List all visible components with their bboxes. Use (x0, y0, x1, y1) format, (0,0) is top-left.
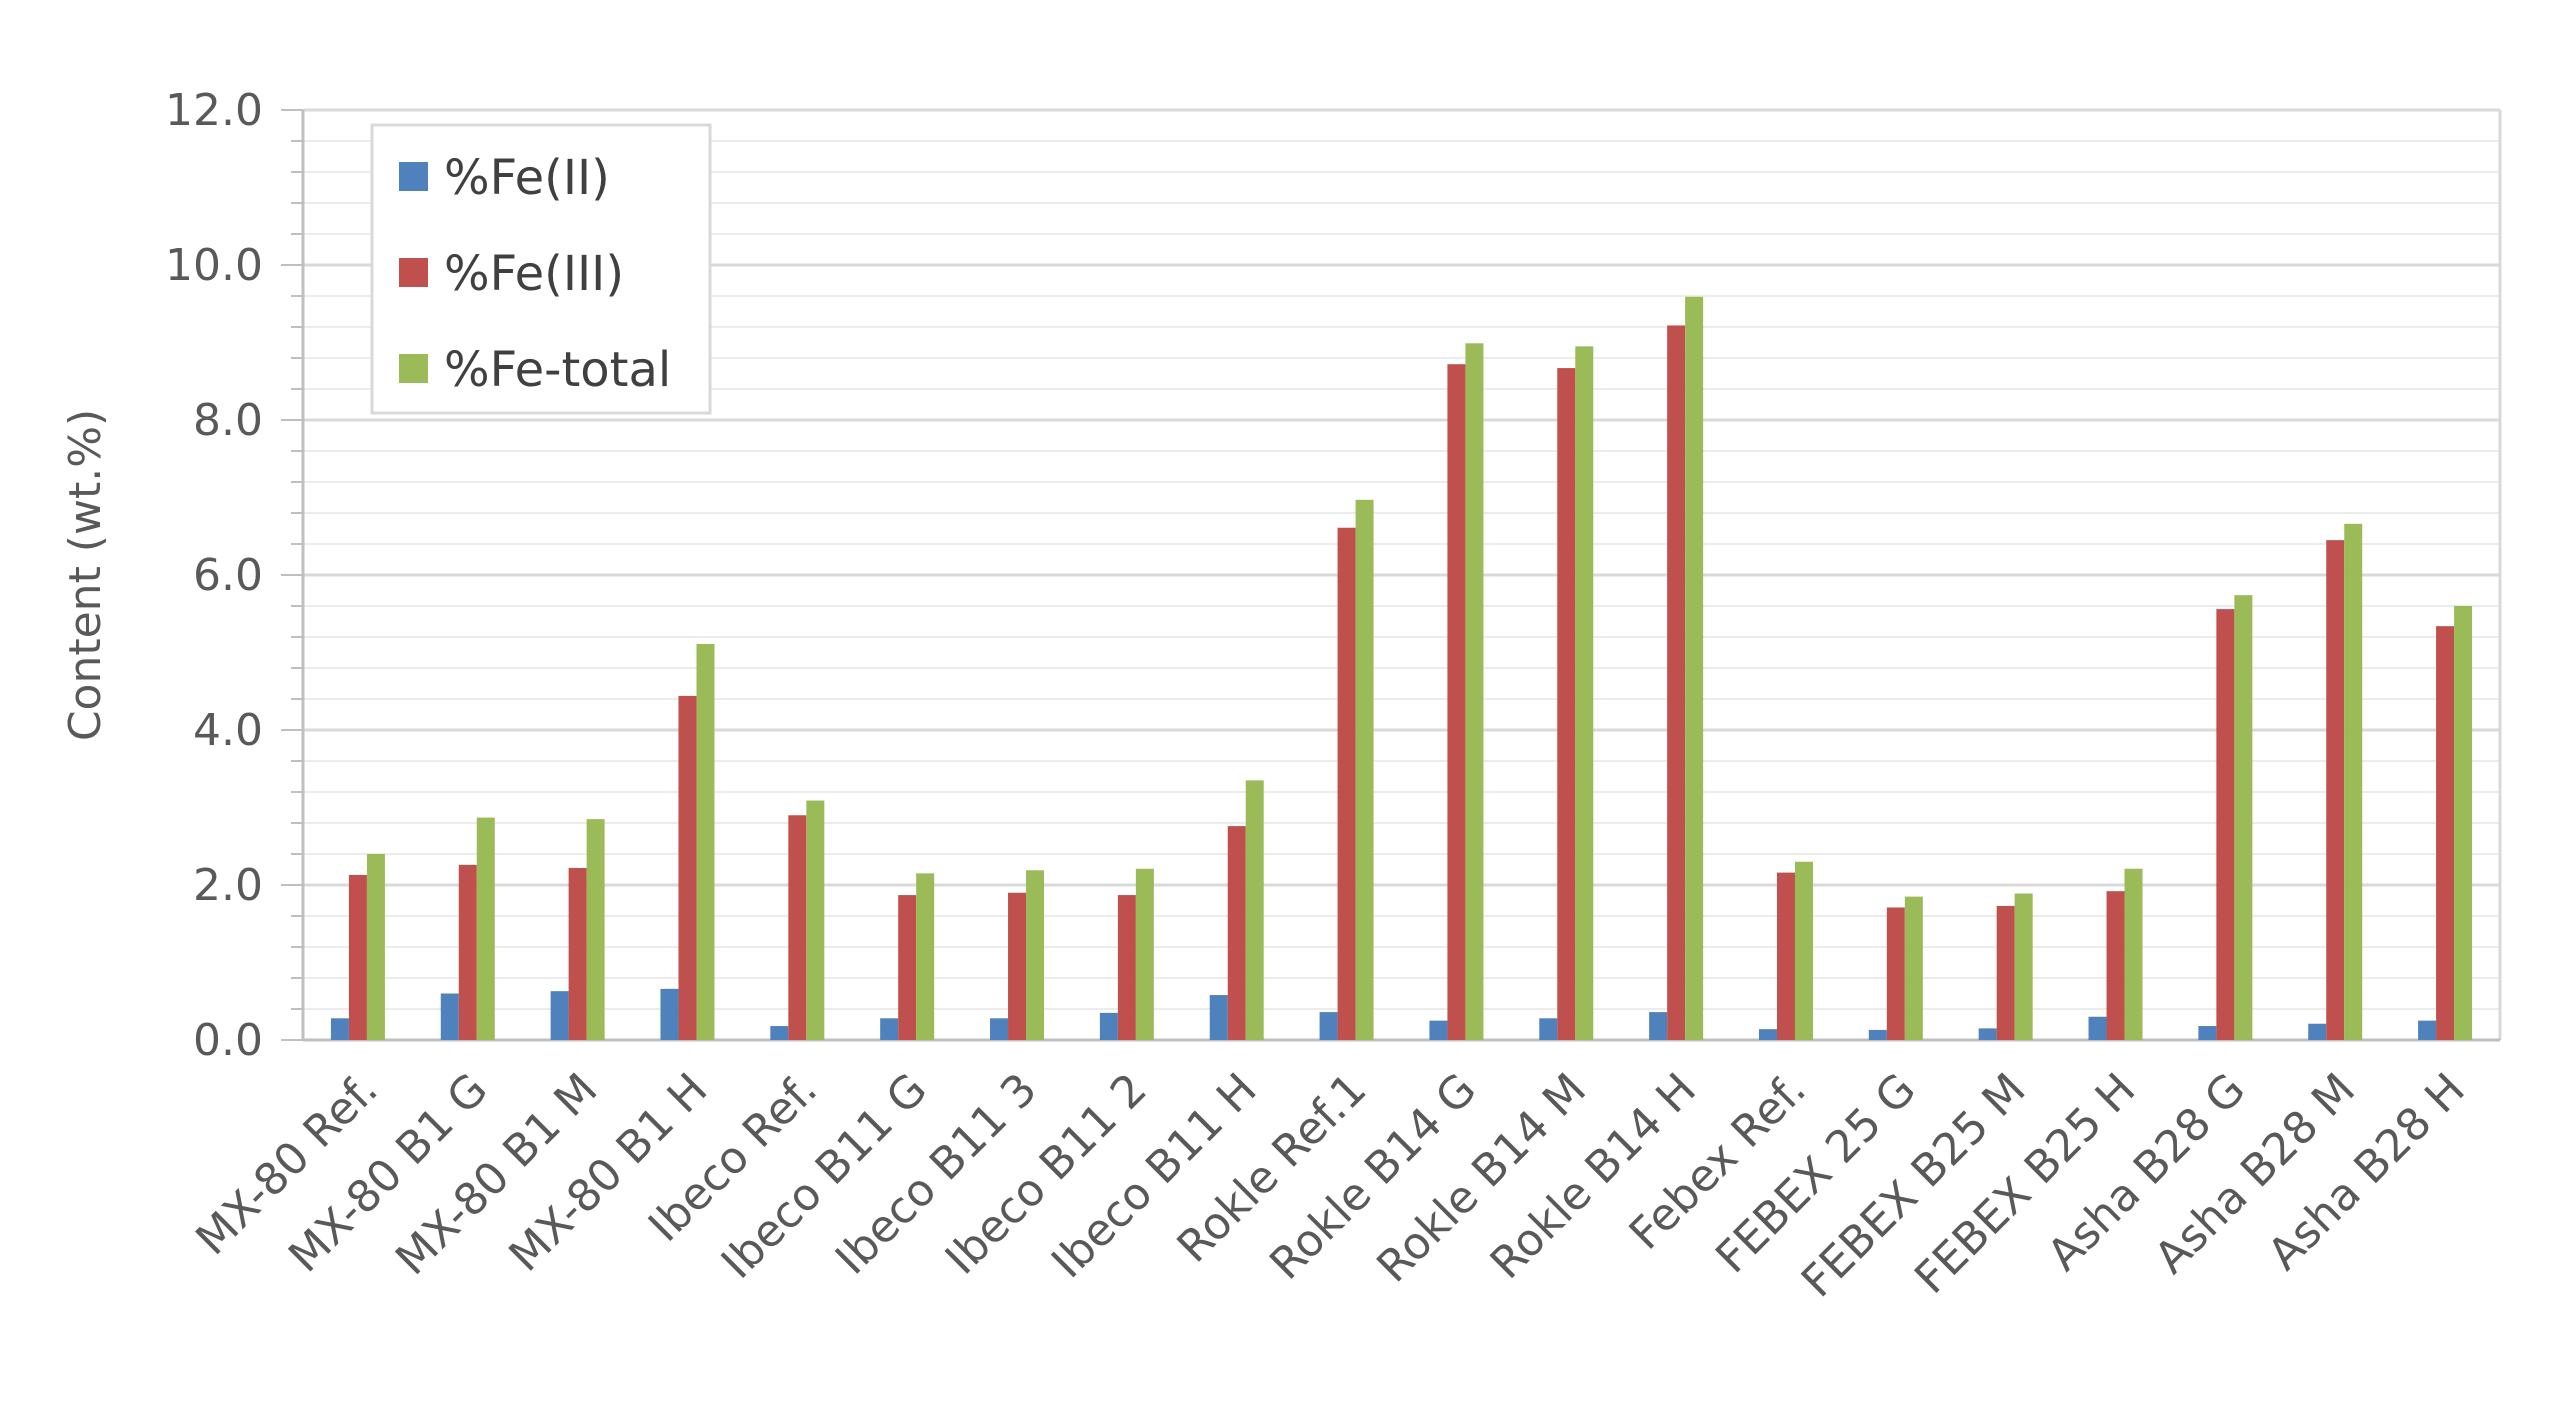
bar-fe-iii (1776, 872, 1795, 1040)
y-axis-title: Content (wt.%) (60, 409, 111, 741)
bar-fe-iii (1227, 826, 1246, 1040)
legend-label: %Fe-total (444, 342, 671, 398)
bar-fe-total (806, 800, 825, 1040)
bar-fe-total (1026, 870, 1045, 1040)
legend-swatch (399, 354, 428, 383)
bar-fe-total (2454, 606, 2473, 1040)
bar-fe-iii (348, 874, 367, 1040)
bar-fe-total (2344, 523, 2363, 1040)
bar-fe-iii (1996, 905, 2015, 1040)
bar-fe-ii (1758, 1029, 1777, 1040)
bar-fe-iii (1337, 527, 1356, 1040)
bar-fe-iii (1117, 895, 1136, 1040)
bar-fe-iii (1667, 325, 1686, 1040)
bar-fe-total (1575, 346, 1594, 1040)
bar-fe-total (366, 854, 385, 1040)
bar-fe-iii (898, 895, 917, 1040)
bar-fe-ii (1539, 1018, 1558, 1040)
bar-fe-total (476, 817, 495, 1040)
bar-fe-ii (990, 1018, 1009, 1040)
bar-fe-iii (2326, 540, 2345, 1040)
bar-fe-iii (1008, 892, 1027, 1040)
category-labels: MX-80 Ref.MX-80 B1 GMX-80 B1 MMX-80 B1 H… (186, 1064, 2474, 1307)
y-tick-label: 4.0 (193, 705, 263, 756)
bar-fe-iii (1447, 364, 1466, 1040)
bar-fe-total (1904, 896, 1923, 1040)
bar-fe-ii (440, 993, 459, 1040)
y-tick-label: 2.0 (193, 860, 263, 911)
y-tick-labels: 0.0 2.0 4.0 6.0 8.0 10.0 12.0 (165, 85, 263, 1066)
bar-fe-iii (1557, 368, 1576, 1040)
bar-fe-iii (678, 695, 697, 1040)
bar-fe-total (916, 873, 935, 1040)
y-tick-label: 12.0 (165, 85, 263, 136)
bar-fe-ii (880, 1018, 899, 1040)
bar-fe-ii (1978, 1028, 1997, 1040)
bar-fe-total (1685, 296, 1704, 1040)
bar-fe-iii (2436, 626, 2455, 1040)
bar-fe-ii (1099, 1012, 1118, 1040)
bar-fe-total (696, 643, 715, 1040)
gridlines (281, 108, 2502, 1042)
bar-fe-ii (330, 1018, 349, 1040)
bar-fe-total (2014, 893, 2033, 1040)
bar-fe-ii (1209, 995, 1228, 1040)
legend-label: %Fe(III) (444, 246, 624, 302)
bar-fe-total (2124, 868, 2143, 1040)
legend-label: %Fe(II) (444, 150, 610, 206)
bar-fe-total (1245, 780, 1264, 1040)
bar-fe-iii (2106, 891, 2125, 1040)
bar-fe-ii (2198, 1026, 2217, 1040)
bar-fe-ii (1429, 1020, 1448, 1040)
bar-fe-ii (1319, 1012, 1338, 1040)
bar-fe-ii (770, 1026, 789, 1040)
bar-fe-iii (458, 864, 477, 1040)
bar-fe-iii (788, 815, 807, 1040)
y-tick-label: 10.0 (165, 240, 263, 291)
bar-fe-ii (660, 988, 679, 1040)
y-tick-label: 6.0 (193, 550, 263, 601)
bar-fe-ii (1649, 1012, 1668, 1040)
bar-fe-total (1355, 499, 1374, 1040)
bar-fe-ii (1868, 1029, 1887, 1040)
bar-fe-iii (1886, 907, 1905, 1040)
bar-fe-ii (550, 991, 569, 1040)
y-tick-label: 8.0 (193, 395, 263, 446)
bar-fe-total (2234, 595, 2253, 1040)
bar-fe-total (1465, 343, 1484, 1040)
bar-fe-total (1135, 868, 1154, 1040)
bar-fe-ii (2308, 1023, 2327, 1040)
legend: %Fe(II) %Fe(III) %Fe-total (370, 123, 712, 415)
bar-fe-iii (568, 867, 587, 1040)
legend-box (370, 123, 712, 415)
y-tick-label: 0.0 (193, 1015, 263, 1066)
bar-fe-ii (2418, 1020, 2437, 1040)
bars (330, 296, 2473, 1040)
legend-swatch (399, 258, 428, 287)
bar-fe-iii (2216, 609, 2235, 1040)
legend-swatch (399, 162, 428, 191)
bar-fe-ii (2088, 1016, 2107, 1040)
bar-fe-total (586, 819, 605, 1040)
bar-fe-total (1794, 861, 1813, 1040)
